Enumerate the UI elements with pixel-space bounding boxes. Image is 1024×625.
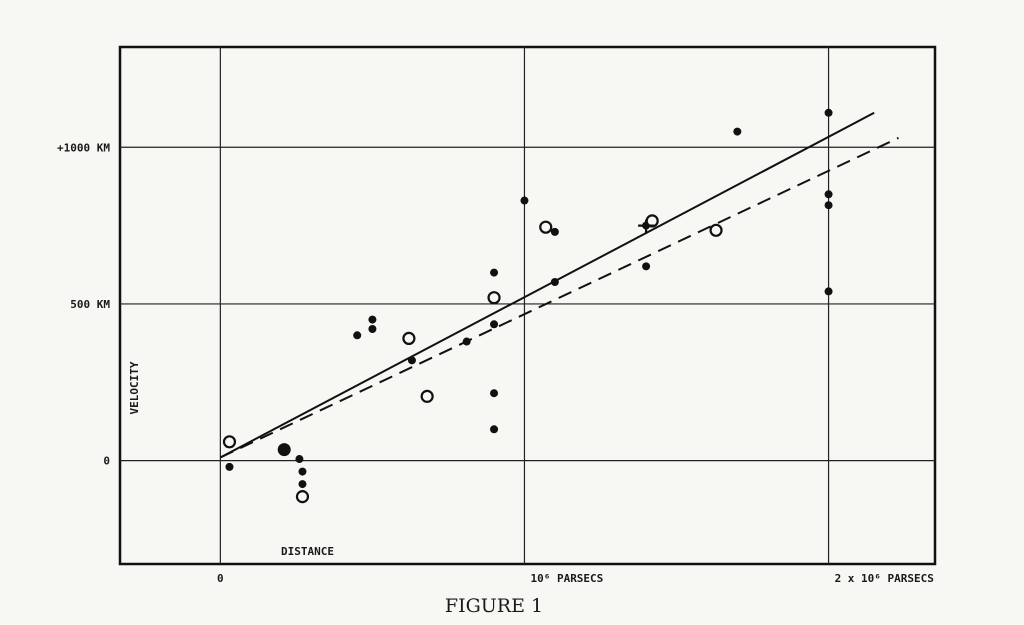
filled-point-2 — [295, 455, 304, 464]
filled-point-9 — [462, 337, 471, 346]
filled-point-19 — [733, 127, 742, 136]
open-point-5 — [539, 220, 553, 234]
x-tick-label-0: 0 — [217, 572, 224, 585]
open-point-3 — [420, 389, 434, 403]
filled-point-10 — [490, 268, 499, 277]
cross-point-0 — [638, 219, 655, 234]
y-axis-label: VELOCITY — [128, 361, 141, 414]
filled-point-22 — [824, 201, 833, 210]
filled-point-6 — [368, 315, 377, 324]
filled-point-5 — [353, 331, 362, 340]
filled-point-13 — [490, 425, 499, 434]
tick-labels: 0 10⁶ PARSECS 2 x 10⁶ PARSECS 0 500 KM +1000 … — [57, 141, 934, 585]
filled-point-3 — [298, 467, 307, 476]
filled-point-20 — [824, 108, 833, 117]
x-axis-label: DISTANCE — [281, 545, 334, 558]
x-tick-label-1: 10⁶ PARSECS — [530, 572, 603, 585]
filled-point-11 — [490, 320, 499, 329]
filled-point-4 — [298, 480, 307, 489]
open-point-7 — [709, 223, 723, 237]
open-point-4 — [487, 291, 501, 305]
open-point-2 — [402, 331, 416, 345]
filled-point-0 — [225, 462, 234, 471]
filled-point-12 — [490, 389, 499, 398]
y-tick-label-0: 0 — [103, 455, 110, 468]
data-points — [222, 108, 833, 504]
filled-point-8 — [407, 356, 416, 365]
grid-lines — [120, 47, 935, 564]
y-tick-label-1: 500 KM — [70, 298, 110, 311]
filled-point-15 — [550, 227, 559, 236]
figure-caption: FIGURE 1 — [445, 595, 543, 617]
filled-point-23 — [824, 287, 833, 296]
dashed-fit-line — [219, 136, 899, 459]
x-tick-label-2: 2 x 10⁶ PARSECS — [835, 572, 934, 585]
filled-point-21 — [824, 190, 833, 199]
filled-point-1 — [277, 443, 291, 457]
open-point-0 — [222, 435, 237, 449]
solid-fit-line — [219, 111, 875, 459]
y-tick-label-2: +1000 KM — [57, 141, 110, 154]
filled-point-14 — [520, 196, 529, 205]
filled-point-7 — [368, 325, 377, 333]
open-point-1 — [295, 490, 310, 504]
filled-point-16 — [550, 278, 559, 286]
plot-frame — [118, 45, 937, 566]
fit-lines — [219, 111, 899, 459]
filled-point-17 — [642, 262, 651, 271]
